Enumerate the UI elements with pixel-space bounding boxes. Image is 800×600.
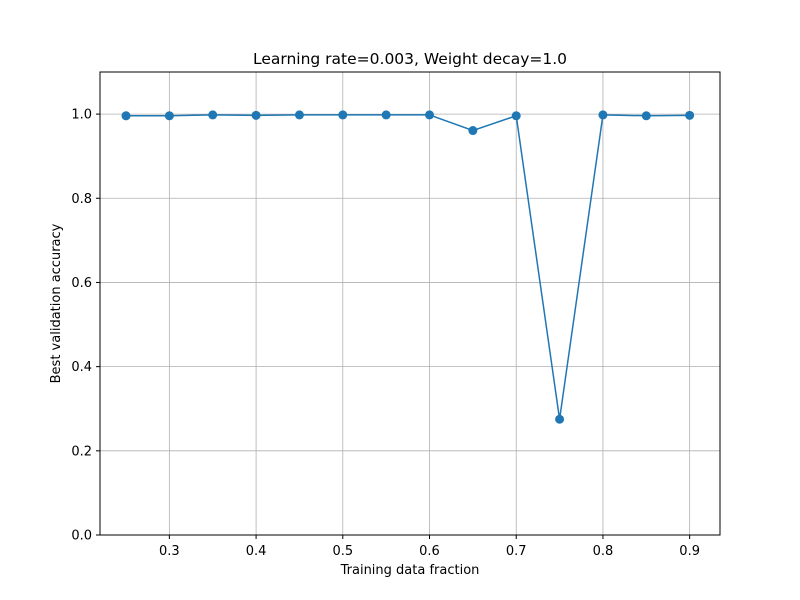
x-axis-ticks: 0.3 0.4 0.5 0.6 0.7 0.8 0.9 xyxy=(159,535,700,559)
x-tick-label: 0.8 xyxy=(593,544,614,559)
y-tick-label: 0.4 xyxy=(71,360,92,375)
x-tick-label: 0.9 xyxy=(679,544,700,559)
data-point xyxy=(555,414,565,424)
plot-area xyxy=(121,110,695,424)
data-point xyxy=(685,110,695,120)
data-point xyxy=(511,111,521,121)
data-point xyxy=(164,111,174,121)
data-point xyxy=(641,111,651,121)
data-point xyxy=(294,110,304,120)
y-tick-label: 0.2 xyxy=(71,444,92,459)
x-tick-label: 0.7 xyxy=(506,544,527,559)
data-point xyxy=(381,110,391,120)
y-tick-label: 0.0 xyxy=(71,529,92,544)
x-tick-label: 0.5 xyxy=(332,544,353,559)
y-tick-label: 0.6 xyxy=(71,276,92,291)
data-point xyxy=(338,110,348,120)
axes-frame xyxy=(99,71,721,536)
y-tick-label: 0.8 xyxy=(71,192,92,207)
y-axis-ticks: 0.0 0.2 0.4 0.6 0.8 1.0 xyxy=(71,108,100,544)
data-point xyxy=(598,110,608,120)
data-point xyxy=(208,110,218,120)
series-line xyxy=(126,114,690,420)
data-point xyxy=(468,126,478,136)
y-axis-label: Best validation accuracy xyxy=(49,223,64,383)
x-tick-label: 0.6 xyxy=(419,544,440,559)
axes-border xyxy=(99,71,721,536)
x-tick-label: 0.3 xyxy=(159,544,180,559)
data-point xyxy=(251,110,261,120)
x-tick-label: 0.4 xyxy=(246,544,267,559)
data-point xyxy=(121,111,131,121)
y-tick-label: 1.0 xyxy=(71,108,92,123)
x-axis-label: Training data fraction xyxy=(340,563,480,578)
chart-title: Learning rate=0.003, Weight decay=1.0 xyxy=(253,50,567,68)
data-point xyxy=(425,110,435,120)
grid-lines xyxy=(100,72,720,536)
